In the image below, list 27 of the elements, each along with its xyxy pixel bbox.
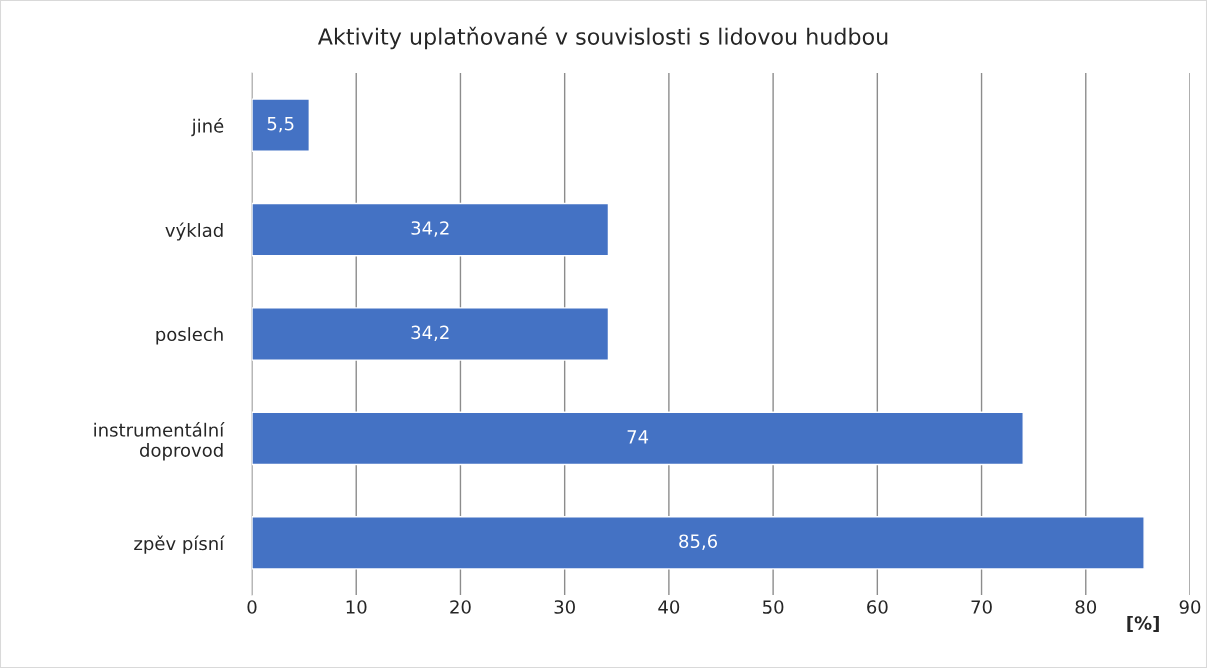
x-tick-label: 30 bbox=[554, 600, 575, 614]
data-label: 34,2 bbox=[411, 221, 449, 237]
x-tick-label: 10 bbox=[346, 600, 367, 614]
y-tick-label: poslech bbox=[156, 327, 223, 345]
bar bbox=[252, 98, 311, 152]
y-tick-label: instrumentální doprovod bbox=[94, 422, 225, 461]
bar bbox=[252, 202, 610, 257]
y-tick-label: výklad bbox=[165, 222, 223, 241]
data-label: 74 bbox=[627, 430, 649, 444]
x-tick-label: 50 bbox=[763, 600, 784, 614]
x-tick-label: 70 bbox=[971, 600, 992, 614]
x-axis-title: [%] bbox=[1127, 615, 1159, 632]
y-tick-label: zpěv písní bbox=[134, 535, 225, 554]
data-label: 85,6 bbox=[679, 534, 718, 550]
x-tick-label: 40 bbox=[658, 600, 680, 614]
x-tick-label: 20 bbox=[450, 600, 471, 614]
y-tick-label: jiné bbox=[191, 117, 224, 137]
x-tick-label: 90 bbox=[1179, 600, 1201, 614]
chart-title: Aktivity uplatňované v souvislosti s lidovou hudbou bbox=[317, 26, 888, 50]
bar bbox=[252, 516, 1145, 570]
bar bbox=[252, 411, 1024, 466]
data-label: 34,2 bbox=[411, 325, 449, 342]
bar bbox=[252, 307, 610, 361]
x-tick-label: 60 bbox=[867, 600, 888, 614]
data-label: 5,5 bbox=[267, 117, 294, 133]
x-tick-label: 80 bbox=[1075, 600, 1097, 614]
x-tick-label: 0 bbox=[247, 600, 257, 614]
